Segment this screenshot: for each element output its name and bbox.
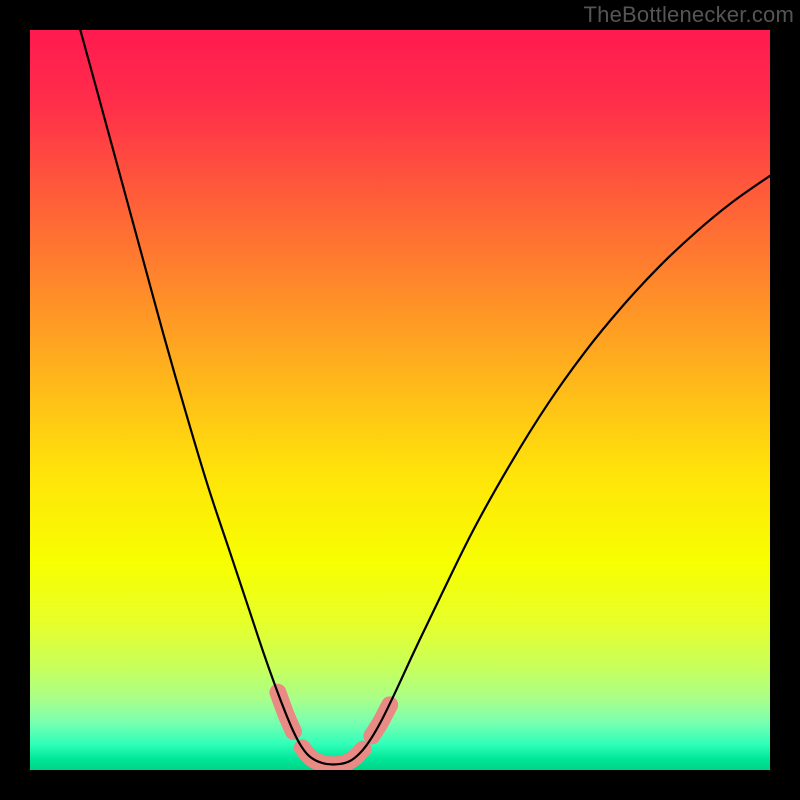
- bottleneck-chart: [30, 30, 770, 770]
- chart-container: TheBottlenecker.com: [0, 0, 800, 800]
- plot-area: [30, 30, 770, 770]
- watermark-text: TheBottlenecker.com: [584, 2, 794, 28]
- gradient-background: [30, 30, 770, 770]
